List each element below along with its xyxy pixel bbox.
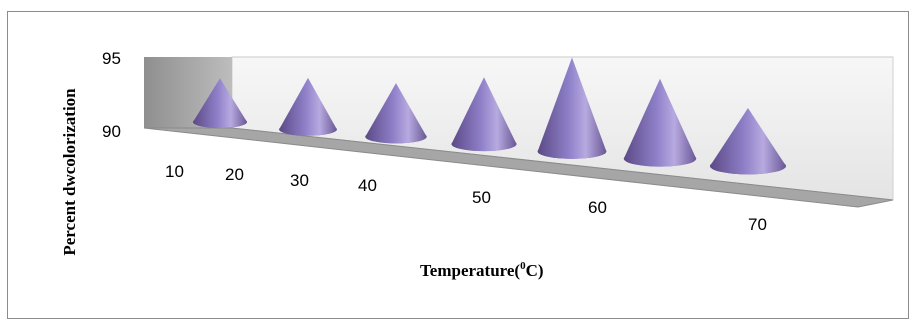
cone-bar xyxy=(193,78,247,128)
cone-series xyxy=(193,57,786,175)
cone-body xyxy=(365,83,427,144)
x-tick-labels: 10 20 30 40 50 60 70 xyxy=(165,162,767,234)
cone-bar xyxy=(537,57,607,159)
x-axis-title-superscript: 0 xyxy=(520,260,526,272)
cone-bar xyxy=(710,107,786,175)
cone-body xyxy=(451,77,517,152)
cone-body xyxy=(537,57,607,159)
cone-bar xyxy=(623,78,697,167)
cone-body xyxy=(193,78,247,128)
x-tick-label: 60 xyxy=(588,198,607,217)
y-tick-label: 95 xyxy=(102,49,121,68)
y-axis-title: Percent dwcolorization xyxy=(60,88,79,256)
cone-body xyxy=(623,78,697,167)
x-axis-title-unit: C) xyxy=(526,261,544,280)
y-tick-label: 90 xyxy=(102,122,121,141)
x-axis-title-main: Temperature( xyxy=(420,261,520,280)
x-tick-label: 10 xyxy=(165,162,184,181)
chart-floor xyxy=(143,127,894,208)
x-tick-label: 40 xyxy=(358,176,377,195)
cone-body xyxy=(279,77,337,136)
cone-bar xyxy=(451,77,517,152)
x-axis-title: Temperature(0C) xyxy=(420,260,544,280)
cone-bar xyxy=(279,77,337,136)
x-tick-label: 20 xyxy=(225,165,244,184)
x-tick-label: 70 xyxy=(748,215,767,234)
x-tick-label: 50 xyxy=(472,188,491,207)
x-tick-label: 30 xyxy=(290,171,309,190)
cone-body xyxy=(710,107,786,175)
cone-bar xyxy=(365,83,427,144)
